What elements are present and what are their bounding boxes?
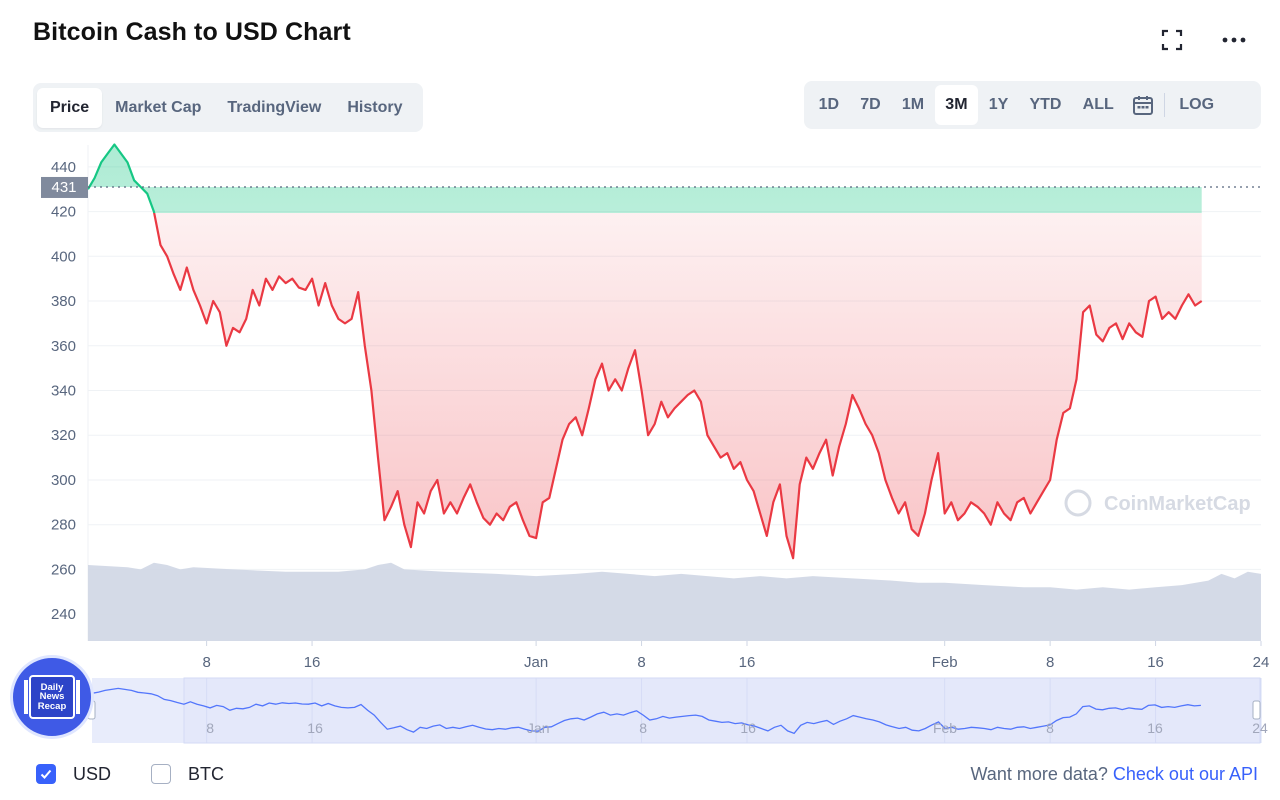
navigator-tick-label: 8 [639,720,647,736]
reference-price-label: 431 [51,179,76,196]
range-1y[interactable]: 1Y [988,96,1009,113]
y-tick-label: 400 [51,248,76,265]
badge-line-1: Daily [40,681,64,693]
fullscreen-icon[interactable] [1160,28,1184,52]
badge-line-2: News [39,691,65,703]
x-tick-label: Jan [524,654,548,671]
y-tick-label: 240 [51,606,76,623]
navigator-tick-label: 16 [740,720,756,736]
coinmarketcap-logo-icon [1064,489,1092,517]
x-tick-label: 16 [739,654,756,671]
range-navigator[interactable]: 8 16 Jan 8 16 Feb 8 16 24 [87,677,1268,744]
usd-label: USD [73,763,112,784]
price-fill-below [154,213,1202,559]
more-dots-icon[interactable] [1222,28,1246,52]
navigator-tick-label: 16 [307,720,323,736]
range-separator [1164,93,1166,117]
badge-line-3: Recap [37,700,67,712]
navigator-tick-label: 24 [1252,720,1268,736]
y-tick-label: 320 [51,427,76,444]
y-tick-label: 260 [51,561,76,578]
navigator-tick-label: 8 [206,720,214,736]
y-tick-label: 340 [51,383,76,400]
x-tick-label: 16 [304,654,321,671]
price-series [88,143,1203,560]
y-tick-label: 280 [51,517,76,534]
y-tick-label: 360 [51,338,76,355]
range-1d[interactable]: 1D [818,96,840,113]
chart-type-tabs: Price Market Cap TradingView History [33,83,423,132]
api-link[interactable]: Check out our API [1112,763,1258,784]
tab-market-cap[interactable]: Market Cap [115,98,202,116]
navigator-handle-right [1252,700,1261,720]
range-1m[interactable]: 1M [901,96,925,113]
btc-label: BTC [188,763,225,784]
volume-shape [88,562,1261,641]
x-tick-label: 8 [637,654,645,671]
range-7d[interactable]: 7D [860,96,881,113]
navigator-tick-label: Jan [527,720,550,736]
navigator-tick-label: Feb [933,720,957,736]
checkmark-icon [40,769,52,779]
chart-footer: USD BTC Want more data? Check out our AP… [36,761,1258,787]
y-tick-label: 380 [51,293,76,310]
navigator-tick-label: 16 [1147,720,1163,736]
x-tick-label: 16 [1147,654,1164,671]
api-promo: Want more data? Check out our API [970,764,1258,785]
y-axis-labels: 240 260 280 300 320 340 360 380 400 420 440 [51,159,76,623]
range-all[interactable]: ALL [1082,96,1114,113]
navigator-line [91,687,1201,735]
navigator-window [183,677,1261,744]
daily-news-recap-logo: Daily News Recap [10,655,94,739]
y-tick-label: 300 [51,472,76,489]
tab-price[interactable]: Price [37,87,103,128]
y-tick-label: 440 [51,159,76,176]
range-3m[interactable]: 3M [934,85,979,125]
x-axis-labels: 8 16 Jan 8 16 Feb 8 16 24 [202,641,1269,671]
y-tick-label: 420 [51,204,76,221]
x-tick-label: 8 [1046,654,1054,671]
reference-price-line: 431 [41,176,1261,198]
volume-area [88,562,1261,641]
price-chart[interactable]: 240 260 280 300 320 340 360 380 400 420 440 431 8 1… [0,140,1280,750]
calendar-icon[interactable] [1124,85,1162,125]
range-ytd[interactable]: YTD [1029,96,1062,113]
tab-history[interactable]: History [347,98,403,116]
navigator-tick-label: 8 [1046,720,1054,736]
btc-checkbox[interactable] [151,764,172,784]
x-tick-label: Feb [932,654,958,671]
tab-tradingview[interactable]: TradingView [227,98,322,116]
reference-price-badge [41,176,88,198]
usd-checkbox[interactable] [36,764,56,784]
x-tick-label: 24 [1253,654,1270,671]
coinmarketcap-watermark: CoinMarketCap [1064,489,1251,517]
price-line-down [153,213,1203,560]
log-scale-toggle[interactable]: LOG [1179,96,1215,113]
price-fill-above [88,144,1202,213]
page-title: Bitcoin Cash to USD Chart [33,18,351,46]
api-prefix: Want more data? [970,763,1108,784]
time-range-selector: 1D 7D 1M 3M 1Y YTD ALL LOG [804,81,1261,129]
x-tick-label: 8 [202,654,210,671]
watermark-text: CoinMarketCap [1104,493,1251,515]
